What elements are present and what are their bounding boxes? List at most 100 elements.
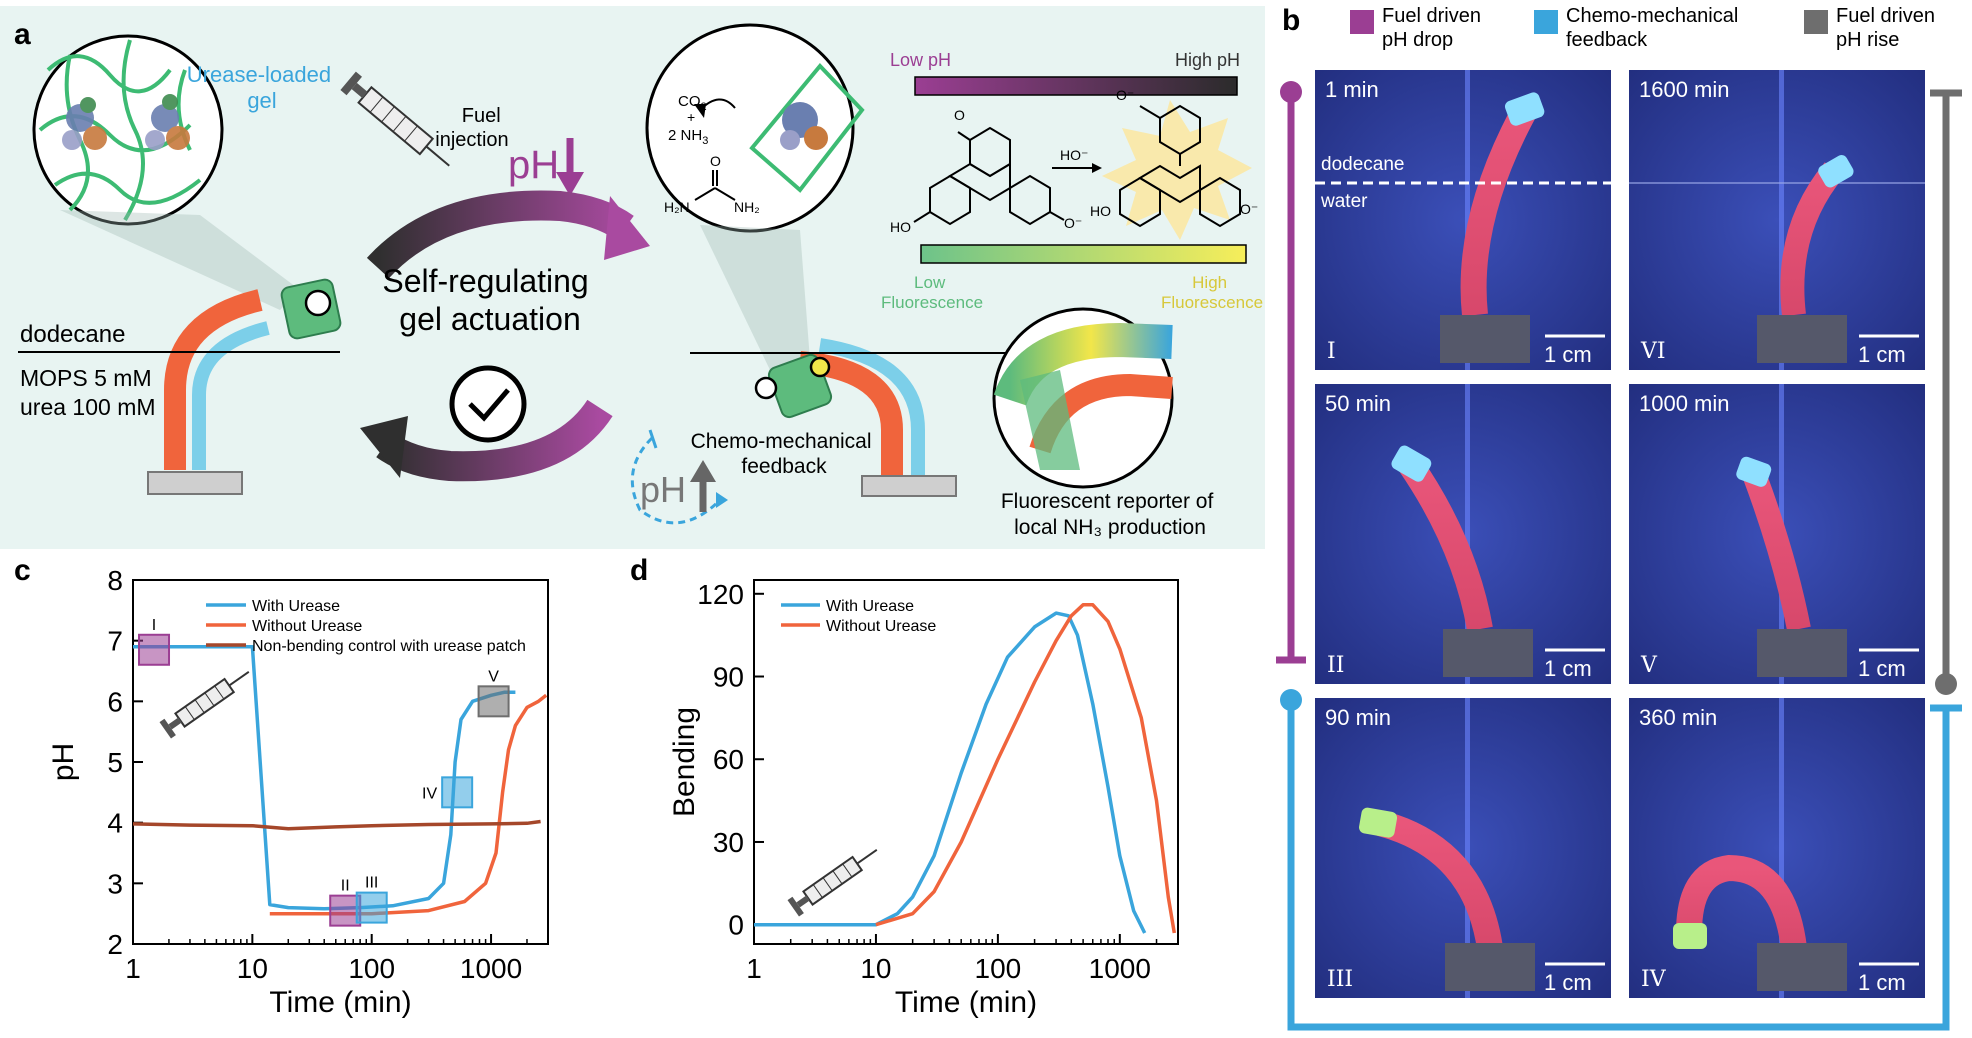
ph-chart-x-axis-label: Time (min) <box>269 986 411 1019</box>
panel-a: a Urease-loaded gel dodecane MOPS 5 mM <box>0 6 1265 549</box>
bending-chart-legend-label-1: With Urease <box>826 598 914 615</box>
photo-4-scale: 1 cm <box>1858 656 1906 681</box>
ph-chart-x-tick-label: 10 <box>237 953 268 984</box>
ph-chart-legend-label-3: Non-bending control with urease patch <box>252 638 526 655</box>
photo-5-time: 90 min <box>1325 705 1391 730</box>
spotlight-cone-right <box>700 225 810 370</box>
urea-o: O <box>710 153 721 169</box>
co2-subscript: 2 <box>701 101 707 113</box>
ph-chart-y-tick-label: 6 <box>107 686 123 717</box>
ph-chart-marker-label-4: IV <box>422 785 437 802</box>
bending-chart-y-tick-label: 120 <box>697 579 744 610</box>
bending-chart-y-tick-label: 60 <box>713 744 744 775</box>
bending-chart-legend-label-2: Without Urease <box>826 618 936 635</box>
bending-chart-series-line-2 <box>875 603 1177 934</box>
ph-chart-marker-5 <box>477 685 510 718</box>
legend-b-swatch-2 <box>1534 10 1558 34</box>
ph-chart-series-line-3 <box>132 819 541 831</box>
reporter-line1: Fluorescent reporter of <box>1001 490 1214 513</box>
nh3-label: 2 NH3 <box>668 127 708 147</box>
ho-right-label: HO <box>1090 203 1111 219</box>
ph-chart-legend-label-2: Without Urease <box>252 618 362 635</box>
cycle-arrow-top <box>366 190 650 279</box>
gel-label-line1: Urease-loaded <box>187 62 331 87</box>
center-title-line2: gel actuation <box>399 301 580 337</box>
photo-2: 1600 min VI 1 cm <box>1629 70 1925 370</box>
o-ring-label: O <box>954 107 965 123</box>
bent-gel-right <box>754 338 957 497</box>
bending-chart-x-axis-label: Time (min) <box>895 986 1037 1019</box>
urea-h2n: H₂N <box>664 199 690 215</box>
photo-3-numeral: II <box>1327 653 1344 678</box>
ho-arrow-label: HO⁻ <box>1060 147 1088 163</box>
mops-label: MOPS 5 mM <box>20 365 152 391</box>
low-fl-line2: Fluorescence <box>881 293 983 312</box>
bent-gel-left <box>147 278 342 495</box>
bending-chart-x-tick-label: 100 <box>975 953 1022 984</box>
photo-3-time: 50 min <box>1325 391 1391 416</box>
bending-chart: 1 10 100 1000 0 30 60 90 120 Time (min) Bending Wit… <box>668 579 1179 1019</box>
high-fluorescence-label: High Fluorescence <box>1161 273 1263 312</box>
ph-gradient-bar <box>914 76 1238 96</box>
ph-chart-marker-label-2: II <box>341 878 350 895</box>
nh3-subscript: 3 <box>702 135 708 147</box>
feedback-line2: feedback <box>741 455 827 478</box>
clock-check-icon <box>449 365 527 443</box>
high-ph-label: High pH <box>1175 50 1240 70</box>
ph-chart-x-tick-label: 1000 <box>460 953 522 984</box>
o-minus-right-label: O⁻ <box>1240 201 1258 217</box>
cycle-arrow-bottom <box>360 399 613 482</box>
plus-label: + <box>687 109 695 125</box>
photo-3: 50 min II 1 cm <box>1315 384 1611 684</box>
arrow-up-icon <box>690 460 716 512</box>
panel-label-a: a <box>14 18 31 51</box>
photo-1-numeral: I <box>1327 339 1336 364</box>
ph-chart-y-tick-label: 8 <box>107 565 123 596</box>
bending-chart-y-tick-label: 0 <box>728 910 744 941</box>
legend-b: Fuel driven pH drop Chemo-mechanical fee… <box>1350 5 1935 51</box>
center-title-line1: Self-regulating <box>382 263 588 299</box>
center-title: Self-regulating gel actuation <box>382 263 597 337</box>
fluorescence-gradient-bar <box>920 244 1247 264</box>
panel-label-c: c <box>14 554 31 587</box>
low-ph-label: Low pH <box>890 50 951 70</box>
bending-chart-syringe-icon <box>787 849 878 917</box>
bending-chart-y-axis-label: Bending <box>668 707 701 817</box>
high-fl-line2: Fluorescence <box>1161 293 1263 312</box>
ph-chart-y-axis-label: pH <box>47 743 80 781</box>
gel-label: Urease-loaded gel <box>187 62 337 113</box>
ph-chart-syringe-icon <box>159 671 250 739</box>
legend-b-swatch-1 <box>1350 10 1374 34</box>
reaction-arrow-icon <box>1052 163 1102 173</box>
photo-3-scale: 1 cm <box>1544 656 1592 681</box>
feedback-loop-icon <box>630 429 728 525</box>
photo-6-scale: 1 cm <box>1858 970 1906 995</box>
ph-chart-marker-1 <box>138 633 171 666</box>
gel-label-line2: gel <box>247 88 276 113</box>
fuel-line1: Fuel <box>462 105 501 127</box>
ph-chart-y-tick-label: 5 <box>107 747 123 778</box>
o-minus-carboxylate-label: O⁻ <box>1116 87 1134 103</box>
photo-6: 360 min IV 1 cm <box>1629 698 1925 998</box>
photo-2-numeral: VI <box>1640 339 1666 364</box>
photo-4-time: 1000 min <box>1639 391 1730 416</box>
ho-left-label: HO <box>890 219 911 235</box>
legend-b-swatch-3 <box>1804 10 1828 34</box>
feedback-line1: Chemo-mechanical <box>691 430 872 453</box>
fluorescein-lactone <box>913 126 1065 226</box>
photo-6-time: 360 min <box>1639 705 1717 730</box>
bending-chart-y-tick-label: 30 <box>713 827 744 858</box>
panel-label-d: d <box>630 554 648 587</box>
gel-network-closeup <box>32 34 224 226</box>
legend-b-2-line2: feedback <box>1566 29 1648 51</box>
dodecane-label: dodecane <box>1321 154 1404 175</box>
urea-nh2: NH₂ <box>734 199 760 215</box>
legend-b-label-2: Chemo-mechanical feedback <box>1566 5 1744 51</box>
legend-b-3-line1: Fuel driven <box>1836 5 1935 27</box>
low-fl-line1: Low <box>914 273 946 292</box>
high-fl-line1: High <box>1192 273 1227 292</box>
spotlight-cone-left <box>60 210 300 310</box>
photo-2-time: 1600 min <box>1639 77 1730 102</box>
reporter-label: Fluorescent reporter of local NH₃ produc… <box>1001 490 1219 539</box>
